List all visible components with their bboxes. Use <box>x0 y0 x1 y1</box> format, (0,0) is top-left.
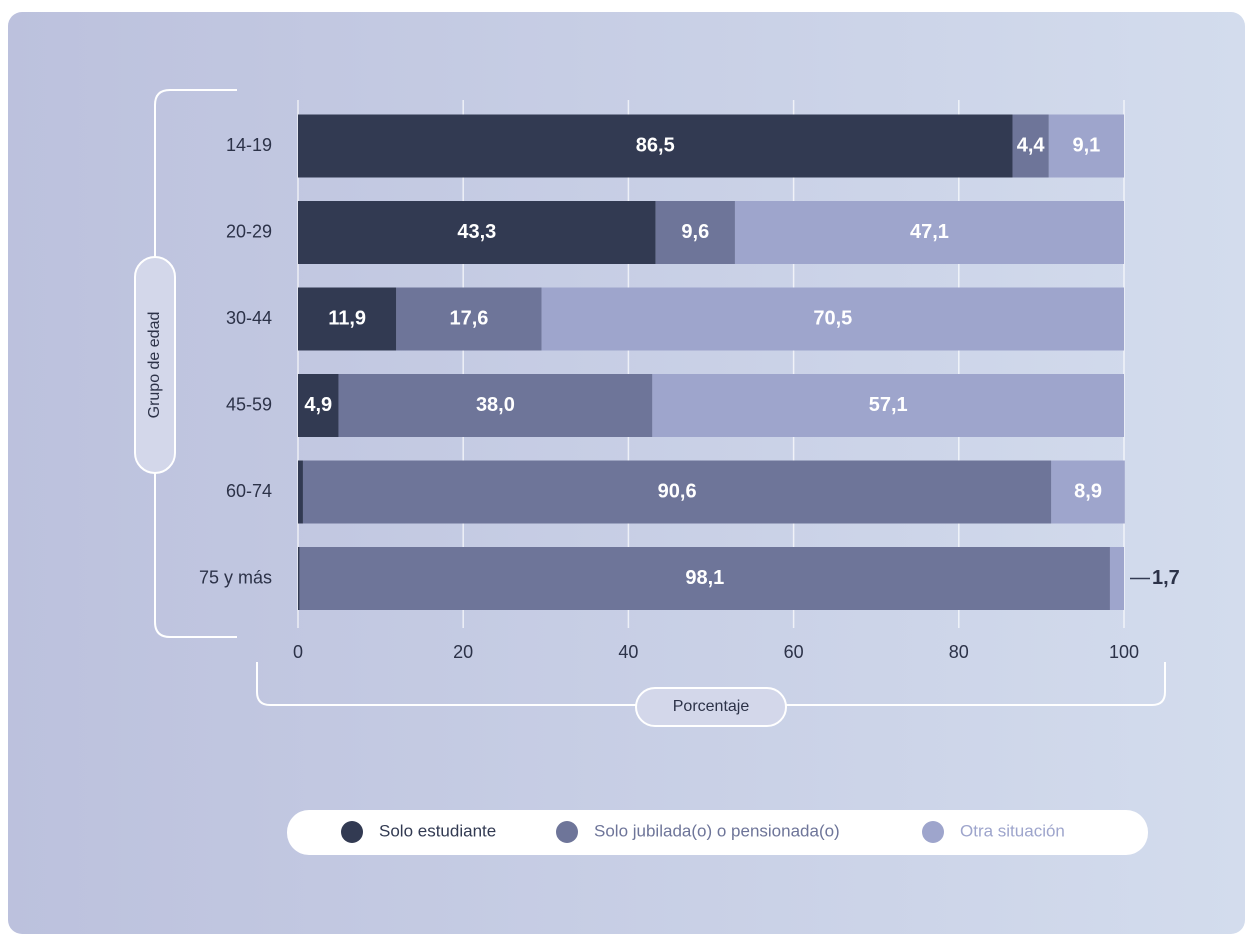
bar-segment <box>734 201 1124 264</box>
x-tick-label: 0 <box>293 642 303 662</box>
y-tick-label: 60-74 <box>226 481 272 501</box>
value-label: 4,4 <box>1017 134 1046 156</box>
value-label: 70,5 <box>813 307 852 329</box>
legend-marker <box>922 821 944 843</box>
y-tick-label: 20-29 <box>226 221 272 241</box>
value-label: 1,7 <box>1152 567 1180 589</box>
bar-segment <box>298 287 397 351</box>
bar-segment <box>1109 547 1124 610</box>
value-label: 43,3 <box>457 221 496 243</box>
legend-label: Otra situación <box>960 821 1065 840</box>
value-label: 9,6 <box>681 221 709 243</box>
value-label: 17,6 <box>450 307 489 329</box>
bar-segment <box>299 547 1110 610</box>
value-label: 90,6 <box>658 480 697 502</box>
legend-label: Solo jubilada(o) o pensionada(o) <box>594 821 840 840</box>
y-label-pill <box>134 256 176 474</box>
x-tick-label: 100 <box>1109 642 1139 662</box>
x-tick-label: 60 <box>784 642 804 662</box>
value-label: 11,9 <box>328 307 366 329</box>
bar-segment <box>655 201 735 264</box>
bar-segment <box>541 287 1124 351</box>
legend-marker <box>556 821 578 843</box>
value-label: 9,1 <box>1073 134 1101 156</box>
bar-segment <box>1051 460 1125 524</box>
value-label: 4,9 <box>304 394 332 416</box>
x-tick-label: 40 <box>618 642 638 662</box>
x-axis-label: Porcentaje <box>673 698 750 715</box>
y-tick-label: 45-59 <box>226 394 272 414</box>
y-tick-label: 75 y más <box>199 567 272 587</box>
bar-segment <box>1048 114 1124 178</box>
value-label: 98,1 <box>685 567 724 589</box>
bar-segment <box>298 460 303 524</box>
y-tick-label: 14-19 <box>226 135 272 155</box>
x-tick-label: 20 <box>453 642 473 662</box>
bar-segment <box>298 547 300 610</box>
value-label: 86,5 <box>636 134 675 156</box>
bar-segment <box>298 374 339 437</box>
bar-segment <box>1012 114 1049 178</box>
value-label: 57,1 <box>869 394 908 416</box>
legend-marker <box>341 821 363 843</box>
x-label-pill <box>635 687 787 727</box>
bar-segment <box>338 374 653 437</box>
bar-segment <box>298 201 656 264</box>
value-label: 8,9 <box>1074 480 1102 502</box>
y-axis-label: Grupo de edad <box>146 312 163 419</box>
x-tick-label: 80 <box>949 642 969 662</box>
y-tick-label: 30-44 <box>226 308 272 328</box>
value-label: 38,0 <box>476 394 515 416</box>
bar-segment <box>652 374 1124 437</box>
bar-segment <box>302 460 1052 524</box>
value-label: 47,1 <box>910 221 949 243</box>
bar-segment <box>298 114 1013 178</box>
legend-label: Solo estudiante <box>379 821 496 840</box>
bar-segment <box>396 287 542 351</box>
